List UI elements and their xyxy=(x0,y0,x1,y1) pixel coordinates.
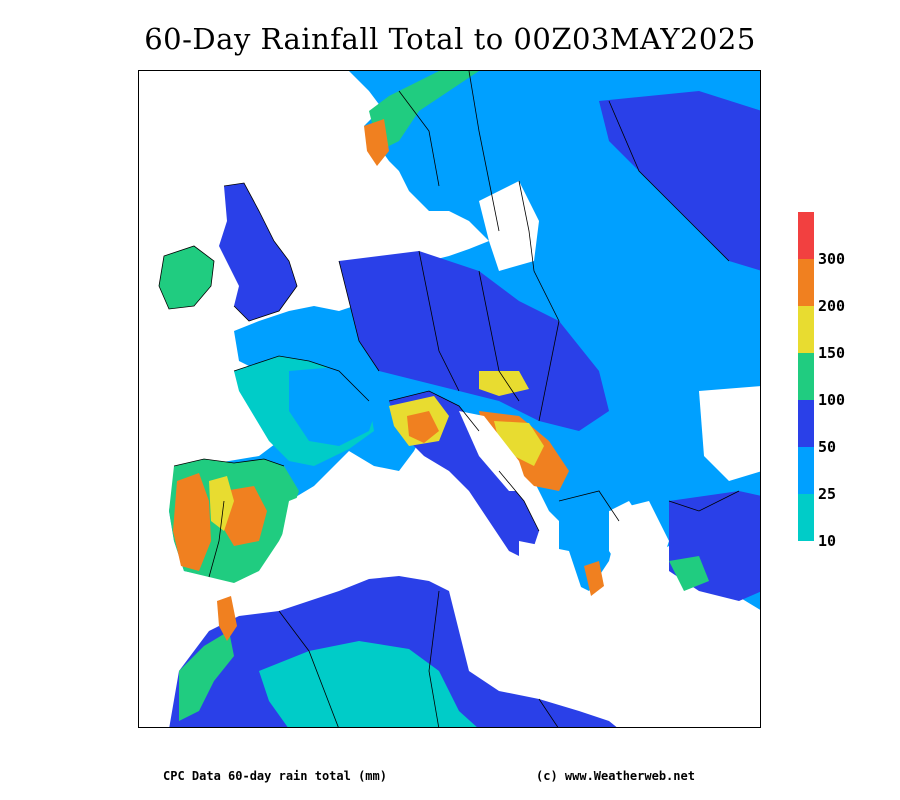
russia-blue xyxy=(599,91,760,271)
legend-swatch-200 xyxy=(798,259,814,306)
sea-ionian xyxy=(519,541,589,631)
morocco-orange xyxy=(217,596,237,641)
turkey-green xyxy=(669,556,709,591)
legend-label-300: 300 xyxy=(818,250,846,268)
legend-swatch-50 xyxy=(798,400,814,447)
legend-swatch-25 xyxy=(798,447,814,494)
legend-swatch-100 xyxy=(798,353,814,400)
data-source-caption: CPC Data 60-day rain total (mm) xyxy=(163,769,387,783)
legend-label-100: 100 xyxy=(818,391,846,409)
central-europe-blue xyxy=(339,251,609,431)
land-france-blue xyxy=(289,366,379,446)
iberia-yellow xyxy=(209,476,234,531)
iberia-orange-west xyxy=(173,473,211,571)
rainfall-map xyxy=(138,70,761,728)
sea-aegean xyxy=(609,501,669,581)
sea-north xyxy=(299,166,389,241)
copyright-caption: (c) www.Weatherweb.net xyxy=(536,769,695,783)
sea-mediterranean-west xyxy=(279,471,419,576)
norway-coast-orange xyxy=(364,119,389,166)
sea-adriatic xyxy=(459,411,529,491)
greece-orange xyxy=(584,561,604,596)
map-title: 60-Day Rainfall Total to 00Z03MAY2025 xyxy=(144,22,756,56)
land-great-britain xyxy=(219,183,297,321)
legend-label-10: 10 xyxy=(818,532,837,550)
legend-swatch-300 xyxy=(798,212,814,259)
alps-yellow xyxy=(479,371,529,396)
legend-label-200: 200 xyxy=(818,297,846,315)
sea-eastern-med xyxy=(579,611,760,681)
legend-swatch-10 xyxy=(798,494,814,541)
land-ireland xyxy=(159,246,214,309)
sea-tyrrhenian xyxy=(419,491,484,571)
country-borders xyxy=(158,71,740,727)
color-scale-legend: 300 200 150 100 50 25 10 xyxy=(798,212,845,550)
balkans-yellow xyxy=(494,421,544,466)
sea-black xyxy=(699,386,760,481)
legend-label-150: 150 xyxy=(818,344,846,362)
rainfall-map-canvas xyxy=(158,71,760,727)
italy-orange xyxy=(407,411,439,443)
africa-green xyxy=(179,631,234,721)
sea-baltic xyxy=(479,181,539,271)
legend-label-25: 25 xyxy=(818,485,837,503)
norway-coast-green xyxy=(369,71,479,151)
legend-swatch-150 xyxy=(798,306,814,353)
legend-label-50: 50 xyxy=(818,438,837,456)
